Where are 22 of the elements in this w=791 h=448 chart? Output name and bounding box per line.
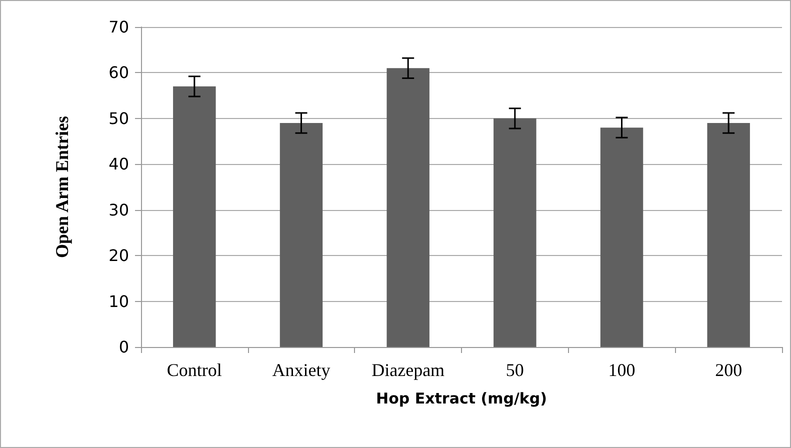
x-tick-label: 100 — [608, 360, 636, 380]
bar — [600, 128, 644, 347]
y-tick-label: 70 — [108, 18, 129, 36]
y-tick-label: 30 — [108, 200, 129, 220]
y-tick-label: 40 — [108, 154, 129, 174]
y-tick-label: 0 — [118, 338, 129, 356]
x-tick-label: Anxiety — [272, 360, 330, 380]
x-tick-label: Diazepam — [372, 360, 445, 380]
y-axis-title: Open Arm Entries — [52, 116, 72, 258]
x-axis-title: Hop Extract (mg/kg) — [376, 390, 547, 408]
x-tick-label: Control — [166, 360, 222, 380]
x-tick-label: 50 — [506, 360, 524, 380]
bar — [494, 118, 536, 347]
bar — [707, 123, 750, 347]
y-tick-label: 50 — [108, 108, 129, 128]
bar — [386, 68, 430, 347]
y-tick-label: 60 — [108, 63, 129, 82]
x-tick-label: 200 — [715, 360, 742, 380]
bar — [280, 123, 323, 347]
y-tick-label: 10 — [108, 292, 129, 311]
bar — [173, 86, 216, 347]
y-tick-label: 20 — [108, 246, 129, 266]
